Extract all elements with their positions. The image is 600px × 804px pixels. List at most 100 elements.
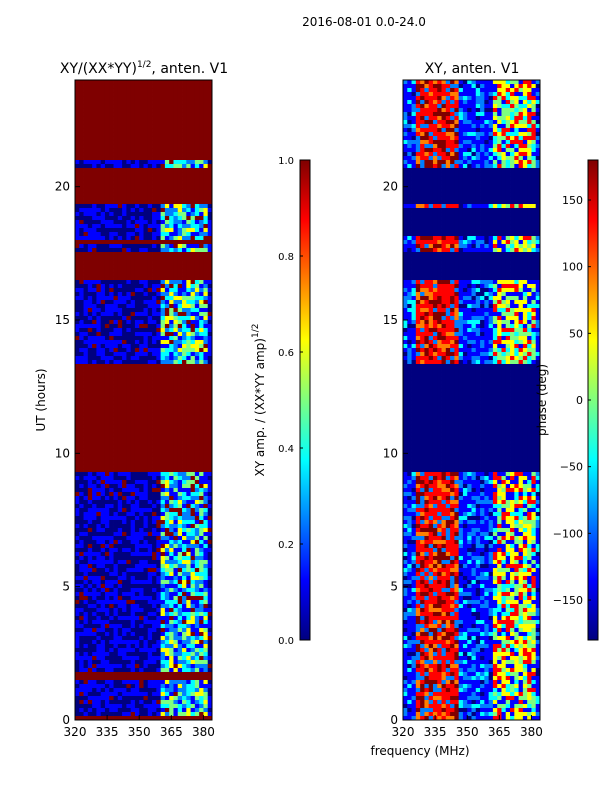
heatmap-cell	[104, 272, 110, 277]
heatmap-cell	[160, 236, 166, 241]
heatmap-cell	[203, 264, 209, 269]
heatmap-cell	[160, 400, 166, 405]
heatmap-cell	[79, 188, 84, 193]
heatmap-cell	[113, 224, 119, 229]
heatmap-cell	[122, 504, 127, 509]
heatmap-cell	[83, 504, 89, 509]
heatmap-cell	[122, 404, 127, 409]
heatmap-cell	[113, 288, 119, 293]
heatmap-cell	[143, 352, 149, 357]
heatmap-cell	[113, 80, 119, 85]
heatmap-cell	[194, 660, 200, 665]
heatmap-cell	[122, 656, 127, 661]
heatmap-cell	[79, 284, 84, 289]
heatmap-cell	[169, 96, 174, 101]
heatmap-cell	[87, 188, 93, 193]
heatmap-cell	[83, 96, 89, 101]
heatmap-cell	[190, 324, 196, 329]
heatmap-cell	[113, 604, 119, 609]
heatmap-cell	[147, 196, 153, 201]
heatmap-cell	[147, 344, 153, 349]
heatmap-cell	[143, 156, 149, 161]
heatmap-cell	[186, 140, 191, 145]
heatmap-cell	[75, 192, 80, 197]
heatmap-cell	[100, 236, 106, 241]
heatmap-cell	[75, 196, 80, 201]
heatmap-cell	[156, 492, 162, 497]
heatmap-cell	[130, 204, 136, 209]
heatmap-cell	[96, 588, 102, 593]
heatmap-cell	[156, 616, 162, 621]
heatmap-cell	[130, 316, 136, 321]
heatmap-cell	[134, 268, 140, 273]
heatmap-cell	[207, 332, 213, 337]
heatmap-cell	[100, 340, 106, 345]
heatmap-cell	[160, 192, 166, 197]
heatmap-cell	[83, 488, 89, 493]
heatmap-cell	[186, 148, 191, 153]
heatmap-cell	[169, 304, 174, 309]
heatmap-cell	[182, 556, 187, 561]
heatmap-cell	[182, 664, 187, 669]
heatmap-cell	[143, 388, 149, 393]
heatmap-cell	[104, 100, 110, 105]
heatmap-cell	[117, 356, 123, 361]
heatmap-cell	[87, 152, 93, 157]
heatmap-cell	[109, 556, 114, 561]
heatmap-cell	[182, 476, 187, 481]
heatmap-cell	[194, 460, 200, 465]
heatmap-cell	[156, 384, 162, 389]
heatmap-cell	[92, 208, 97, 213]
heatmap-cell	[117, 684, 123, 689]
heatmap-cell	[203, 268, 209, 273]
heatmap-cell	[177, 284, 183, 289]
heatmap-cell	[83, 464, 89, 469]
heatmap-cell	[152, 648, 157, 653]
heatmap-cell	[207, 180, 213, 185]
heatmap-cell	[147, 588, 153, 593]
heatmap-cell	[117, 608, 123, 613]
heatmap-cell	[207, 676, 213, 681]
heatmap-cell	[100, 444, 106, 449]
heatmap-cell	[117, 512, 123, 517]
heatmap-cell	[190, 628, 196, 633]
heatmap-cell	[156, 236, 162, 241]
heatmap-cell	[169, 140, 174, 145]
heatmap-cell	[122, 468, 127, 473]
heatmap-cell	[199, 152, 204, 157]
heatmap-cell	[207, 656, 213, 661]
heatmap-cell	[147, 100, 153, 105]
heatmap-cell	[194, 232, 200, 237]
heatmap-cell	[126, 136, 132, 141]
heatmap-cell	[190, 200, 196, 205]
heatmap-cell	[75, 248, 80, 253]
heatmap-cell	[160, 460, 166, 465]
heatmap-cell	[130, 576, 136, 581]
heatmap-cell	[177, 392, 183, 397]
heatmap-cell	[139, 508, 144, 513]
heatmap-cell	[190, 664, 196, 669]
heatmap-cell	[143, 392, 149, 397]
heatmap-cell	[113, 632, 119, 637]
heatmap-cell	[203, 216, 209, 221]
heatmap-cell	[126, 668, 132, 673]
heatmap-cell	[109, 684, 114, 689]
heatmap-cell	[143, 428, 149, 433]
heatmap-cell	[190, 696, 196, 701]
heatmap-cell	[126, 640, 132, 645]
heatmap-cell	[152, 116, 157, 121]
heatmap-cell	[207, 344, 213, 349]
heatmap-cell	[122, 332, 127, 337]
heatmap-cell	[87, 388, 93, 393]
heatmap-cell	[164, 544, 170, 549]
heatmap-cell	[164, 224, 170, 229]
heatmap-cell	[164, 476, 170, 481]
heatmap-cell	[113, 220, 119, 225]
heatmap-cell	[199, 432, 204, 437]
heatmap-cell	[126, 112, 132, 117]
heatmap-cell	[92, 132, 97, 137]
heatmap-cell	[169, 476, 174, 481]
heatmap-cell	[130, 356, 136, 361]
heatmap-cell	[79, 628, 84, 633]
heatmap-cell	[100, 332, 106, 337]
